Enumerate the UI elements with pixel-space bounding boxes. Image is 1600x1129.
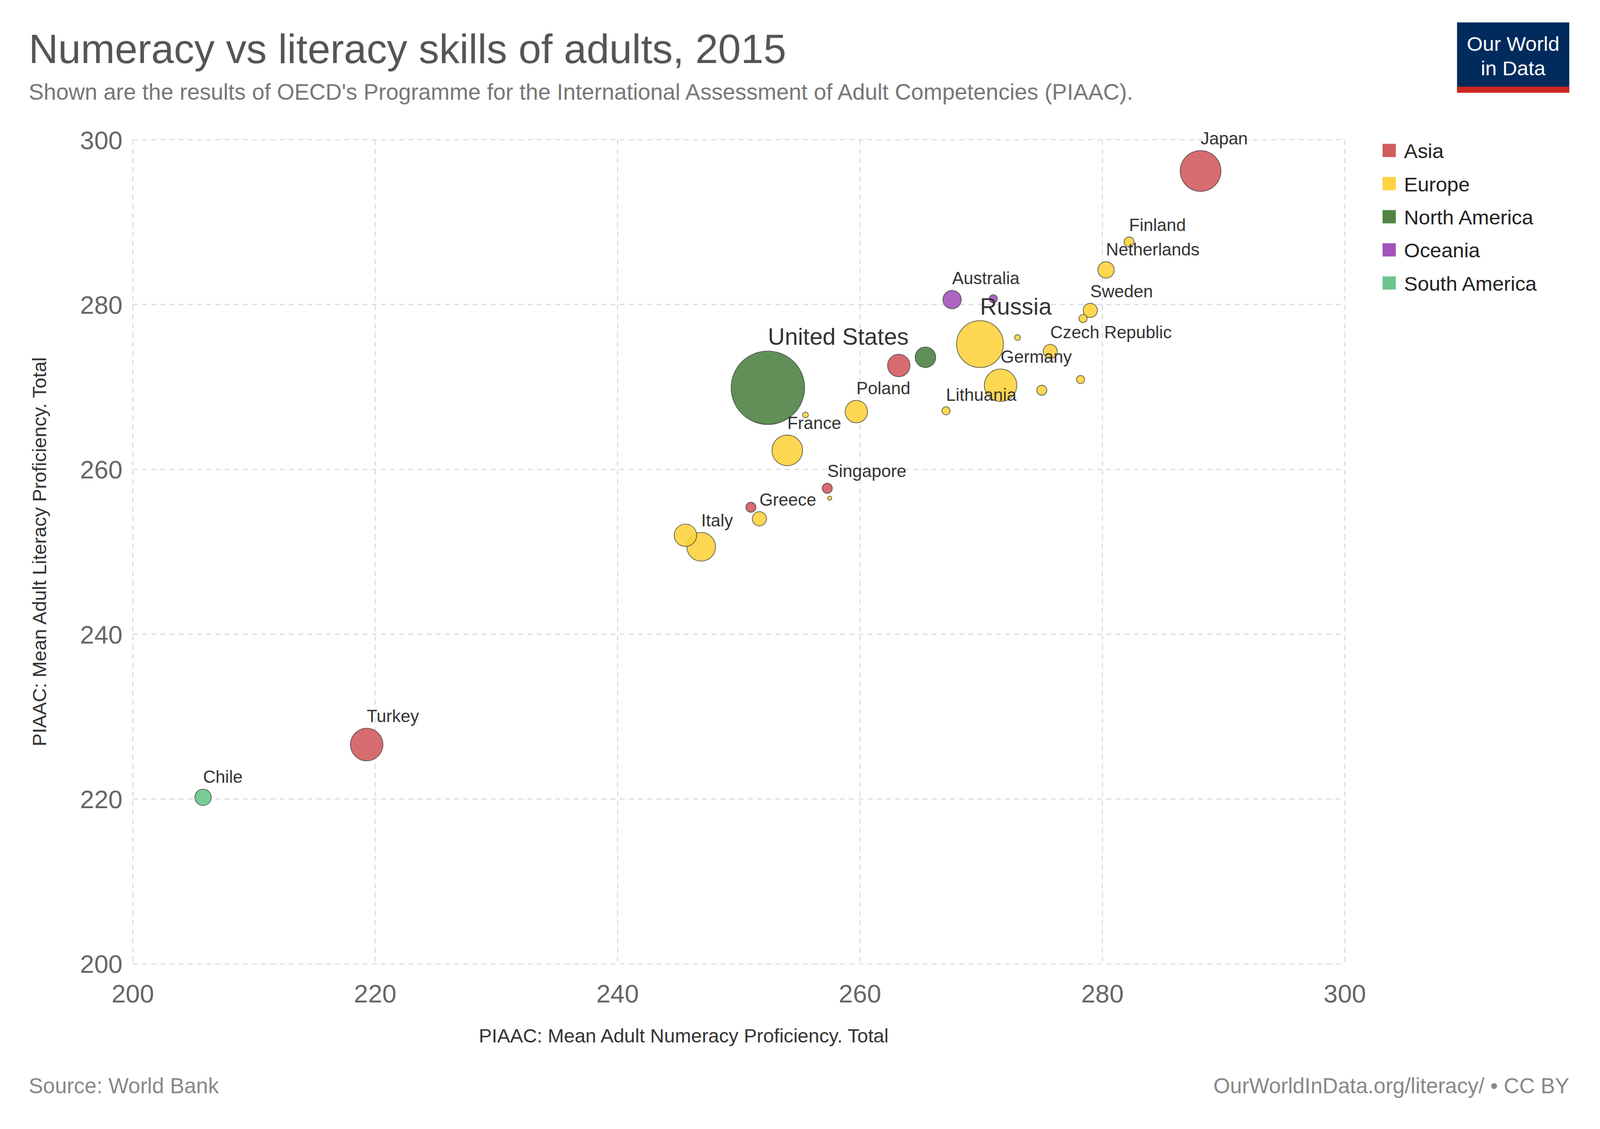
bubble <box>1076 375 1085 384</box>
grid-line <box>132 139 1345 141</box>
point-label: Japan <box>1200 128 1248 149</box>
point-label: Australia <box>952 268 1020 288</box>
x-tick-label: 220 <box>353 979 397 1008</box>
bubble <box>194 789 212 806</box>
bubble <box>1097 261 1115 279</box>
legend-swatch <box>1382 144 1396 158</box>
bubble <box>956 320 1004 368</box>
point-labels: Japan Turkey Singapore Russia Germany France I… <box>202 128 1248 787</box>
x-tick-label: 240 <box>596 979 639 1008</box>
bubble <box>1036 385 1047 396</box>
grid-line <box>132 469 1345 471</box>
y-tick-label: 300 <box>80 126 123 155</box>
point-label: Czech Republic <box>1050 322 1172 343</box>
bubble <box>1079 314 1088 323</box>
x-tick-label: 260 <box>838 979 881 1008</box>
point-label: Italy <box>701 511 734 531</box>
credit: OurWorldInData.org/literacy/ • CC BY <box>1213 1074 1569 1099</box>
point-label: Russia <box>979 293 1052 320</box>
x-tick-label: 200 <box>111 979 154 1008</box>
y-tick-label: 200 <box>80 950 123 979</box>
bubble <box>845 400 868 424</box>
logo-box <box>1456 22 1569 92</box>
logo-text: in Data <box>1480 56 1546 80</box>
bubble <box>942 407 951 416</box>
legend-swatch <box>1382 210 1396 224</box>
legend-label: Oceania <box>1403 239 1480 262</box>
point-label: Sweden <box>1090 281 1153 302</box>
point-label: France <box>787 413 842 433</box>
legend-label: Europe <box>1403 173 1470 196</box>
bubble <box>915 347 936 368</box>
x-tick-label: 280 <box>1080 979 1124 1008</box>
bubble <box>887 354 911 377</box>
y-axis-label: PIAAC: Mean Adult Literacy Proficiency. … <box>28 357 51 747</box>
bubble <box>827 496 832 501</box>
y-tick-label: 240 <box>80 620 123 649</box>
point-label: Germany <box>1000 347 1072 367</box>
chart: Numeracy vs literacy skills of adults, 2… <box>0 0 1600 1129</box>
bubble <box>1014 334 1021 341</box>
legend-swatch <box>1382 276 1396 290</box>
grid-line <box>859 139 861 965</box>
grid-line <box>132 633 1345 635</box>
point-label: Greece <box>759 490 817 510</box>
grid-line <box>132 798 1345 800</box>
point-label: Chile <box>202 767 243 787</box>
points <box>194 150 1221 806</box>
grid-line <box>374 139 376 965</box>
bubble <box>674 524 697 547</box>
bubble <box>350 728 384 761</box>
point-label: Finland <box>1128 215 1186 235</box>
grid-line <box>1344 139 1346 965</box>
subtitle: Shown are the results of OECD's Programm… <box>28 79 1134 105</box>
point-label: Lithuania <box>945 385 1017 405</box>
grid-line <box>132 139 134 965</box>
point-label: Singapore <box>827 461 907 481</box>
legend-swatch <box>1382 176 1396 191</box>
bubble <box>943 290 962 309</box>
legend-swatch <box>1382 243 1396 257</box>
point-label: Turkey <box>366 706 420 727</box>
point-label: Netherlands <box>1105 240 1200 260</box>
x-tick-label: 300 <box>1323 979 1367 1008</box>
bubble <box>745 502 756 513</box>
logo-stripe <box>1456 86 1569 93</box>
x-axis-label: PIAAC: Mean Adult Numeracy Proficiency. … <box>479 1025 889 1048</box>
legend-label: North America <box>1403 206 1534 229</box>
bubble <box>771 435 803 466</box>
point-label: United States <box>768 323 909 351</box>
grid-line <box>132 963 1345 965</box>
bubble <box>822 483 832 494</box>
source: Source: World Bank <box>28 1074 219 1099</box>
y-tick-label: 260 <box>80 455 123 484</box>
bubble <box>752 512 767 527</box>
grid-line <box>616 139 618 965</box>
logo-text: Our World <box>1466 32 1560 56</box>
grid-line <box>132 304 1345 305</box>
bubble <box>1180 150 1222 192</box>
legend-label: Asia <box>1403 139 1444 163</box>
y-tick-label: 220 <box>80 785 123 814</box>
y-tick-label: 280 <box>80 290 123 320</box>
title: Numeracy vs literacy skills of adults, 2… <box>28 25 787 72</box>
point-label: Poland <box>856 378 911 399</box>
legend-label: South America <box>1403 272 1537 296</box>
